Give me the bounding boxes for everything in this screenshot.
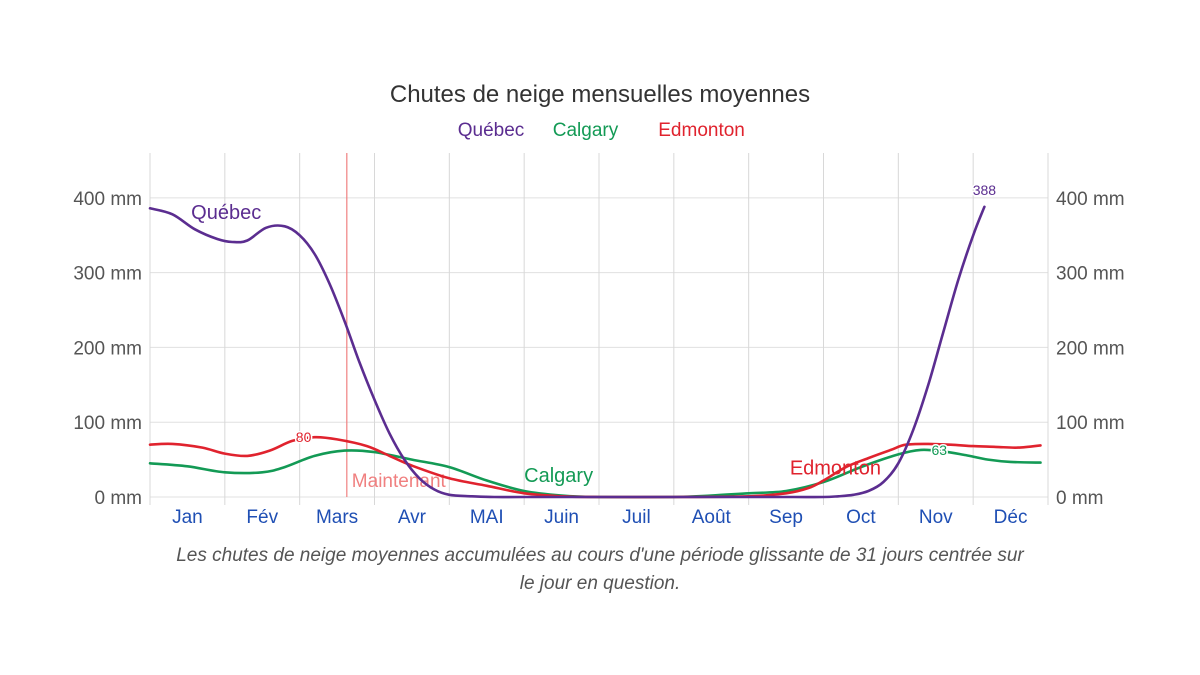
legend-item-edmonton[interactable]: Edmonton <box>658 120 745 141</box>
grid-lines <box>149 153 1049 505</box>
y-tick-label-left: 100 mm <box>73 413 142 434</box>
legend-item-quebec[interactable]: Québec <box>458 120 525 141</box>
y-tick-label-right: 200 mm <box>1056 338 1125 359</box>
x-axis: Jan Fév Mars Avr MAI Juin Juil Août Sep Oct Nov Déc <box>172 507 1027 528</box>
y-tick-label-right: 400 mm <box>1056 189 1125 210</box>
x-tick-label-mars: Mars <box>316 507 358 528</box>
x-tick-label-juin: Juin <box>544 507 579 528</box>
chart-title: Chutes de neige mensuelles moyennes <box>390 81 810 108</box>
y-tick-label-right: 0 mm <box>1056 488 1104 509</box>
series-label-quebec: Québec <box>191 202 261 224</box>
chart-caption-line-2: le jour en question. <box>520 573 681 594</box>
data-label-quebec: 388 <box>973 182 997 198</box>
legend-item-calgary[interactable]: Calgary <box>553 120 619 141</box>
x-tick-label-oct: Oct <box>846 507 876 528</box>
y-tick-label-left: 300 mm <box>73 264 142 285</box>
x-tick-label-avr: Avr <box>398 507 427 528</box>
y-tick-label-right: 100 mm <box>1056 413 1125 434</box>
y-tick-label-left: 0 mm <box>95 488 143 509</box>
series-label-edmonton: Edmonton <box>790 458 881 480</box>
data-label-edmonton: 80 <box>296 429 312 445</box>
x-tick-label-juil: Juil <box>622 507 651 528</box>
x-tick-label-dec: Déc <box>994 507 1028 528</box>
x-tick-label-fev: Fév <box>246 507 278 528</box>
now-marker-label: Maintenant <box>352 471 447 492</box>
series-lines <box>148 205 1042 499</box>
chart-caption-line-1: Les chutes de neige moyennes accumulées … <box>176 545 1024 566</box>
series-labels: Québec Calgary Edmonton 388 80 63 <box>191 180 998 487</box>
x-tick-label-mai: MAI <box>470 507 504 528</box>
series-line-quebec <box>148 205 986 499</box>
y-axis-right: 0 mm 100 mm 200 mm 300 mm 400 mm <box>1056 189 1125 509</box>
x-tick-label-nov: Nov <box>919 507 953 528</box>
y-tick-label-left: 200 mm <box>73 338 142 359</box>
y-tick-label-left: 400 mm <box>73 189 142 210</box>
y-tick-label-right: 300 mm <box>1056 264 1125 285</box>
data-label-calgary: 63 <box>932 442 948 458</box>
y-axis-left: 0 mm 100 mm 200 mm 300 mm 400 mm <box>73 189 142 509</box>
legend: Québec Calgary Edmonton <box>458 120 745 141</box>
series-line-calgary <box>148 448 1042 499</box>
x-tick-label-aout: Août <box>692 507 732 528</box>
x-tick-label-sep: Sep <box>769 507 803 528</box>
x-tick-label-jan: Jan <box>172 507 203 528</box>
series-label-calgary: Calgary <box>524 465 593 487</box>
